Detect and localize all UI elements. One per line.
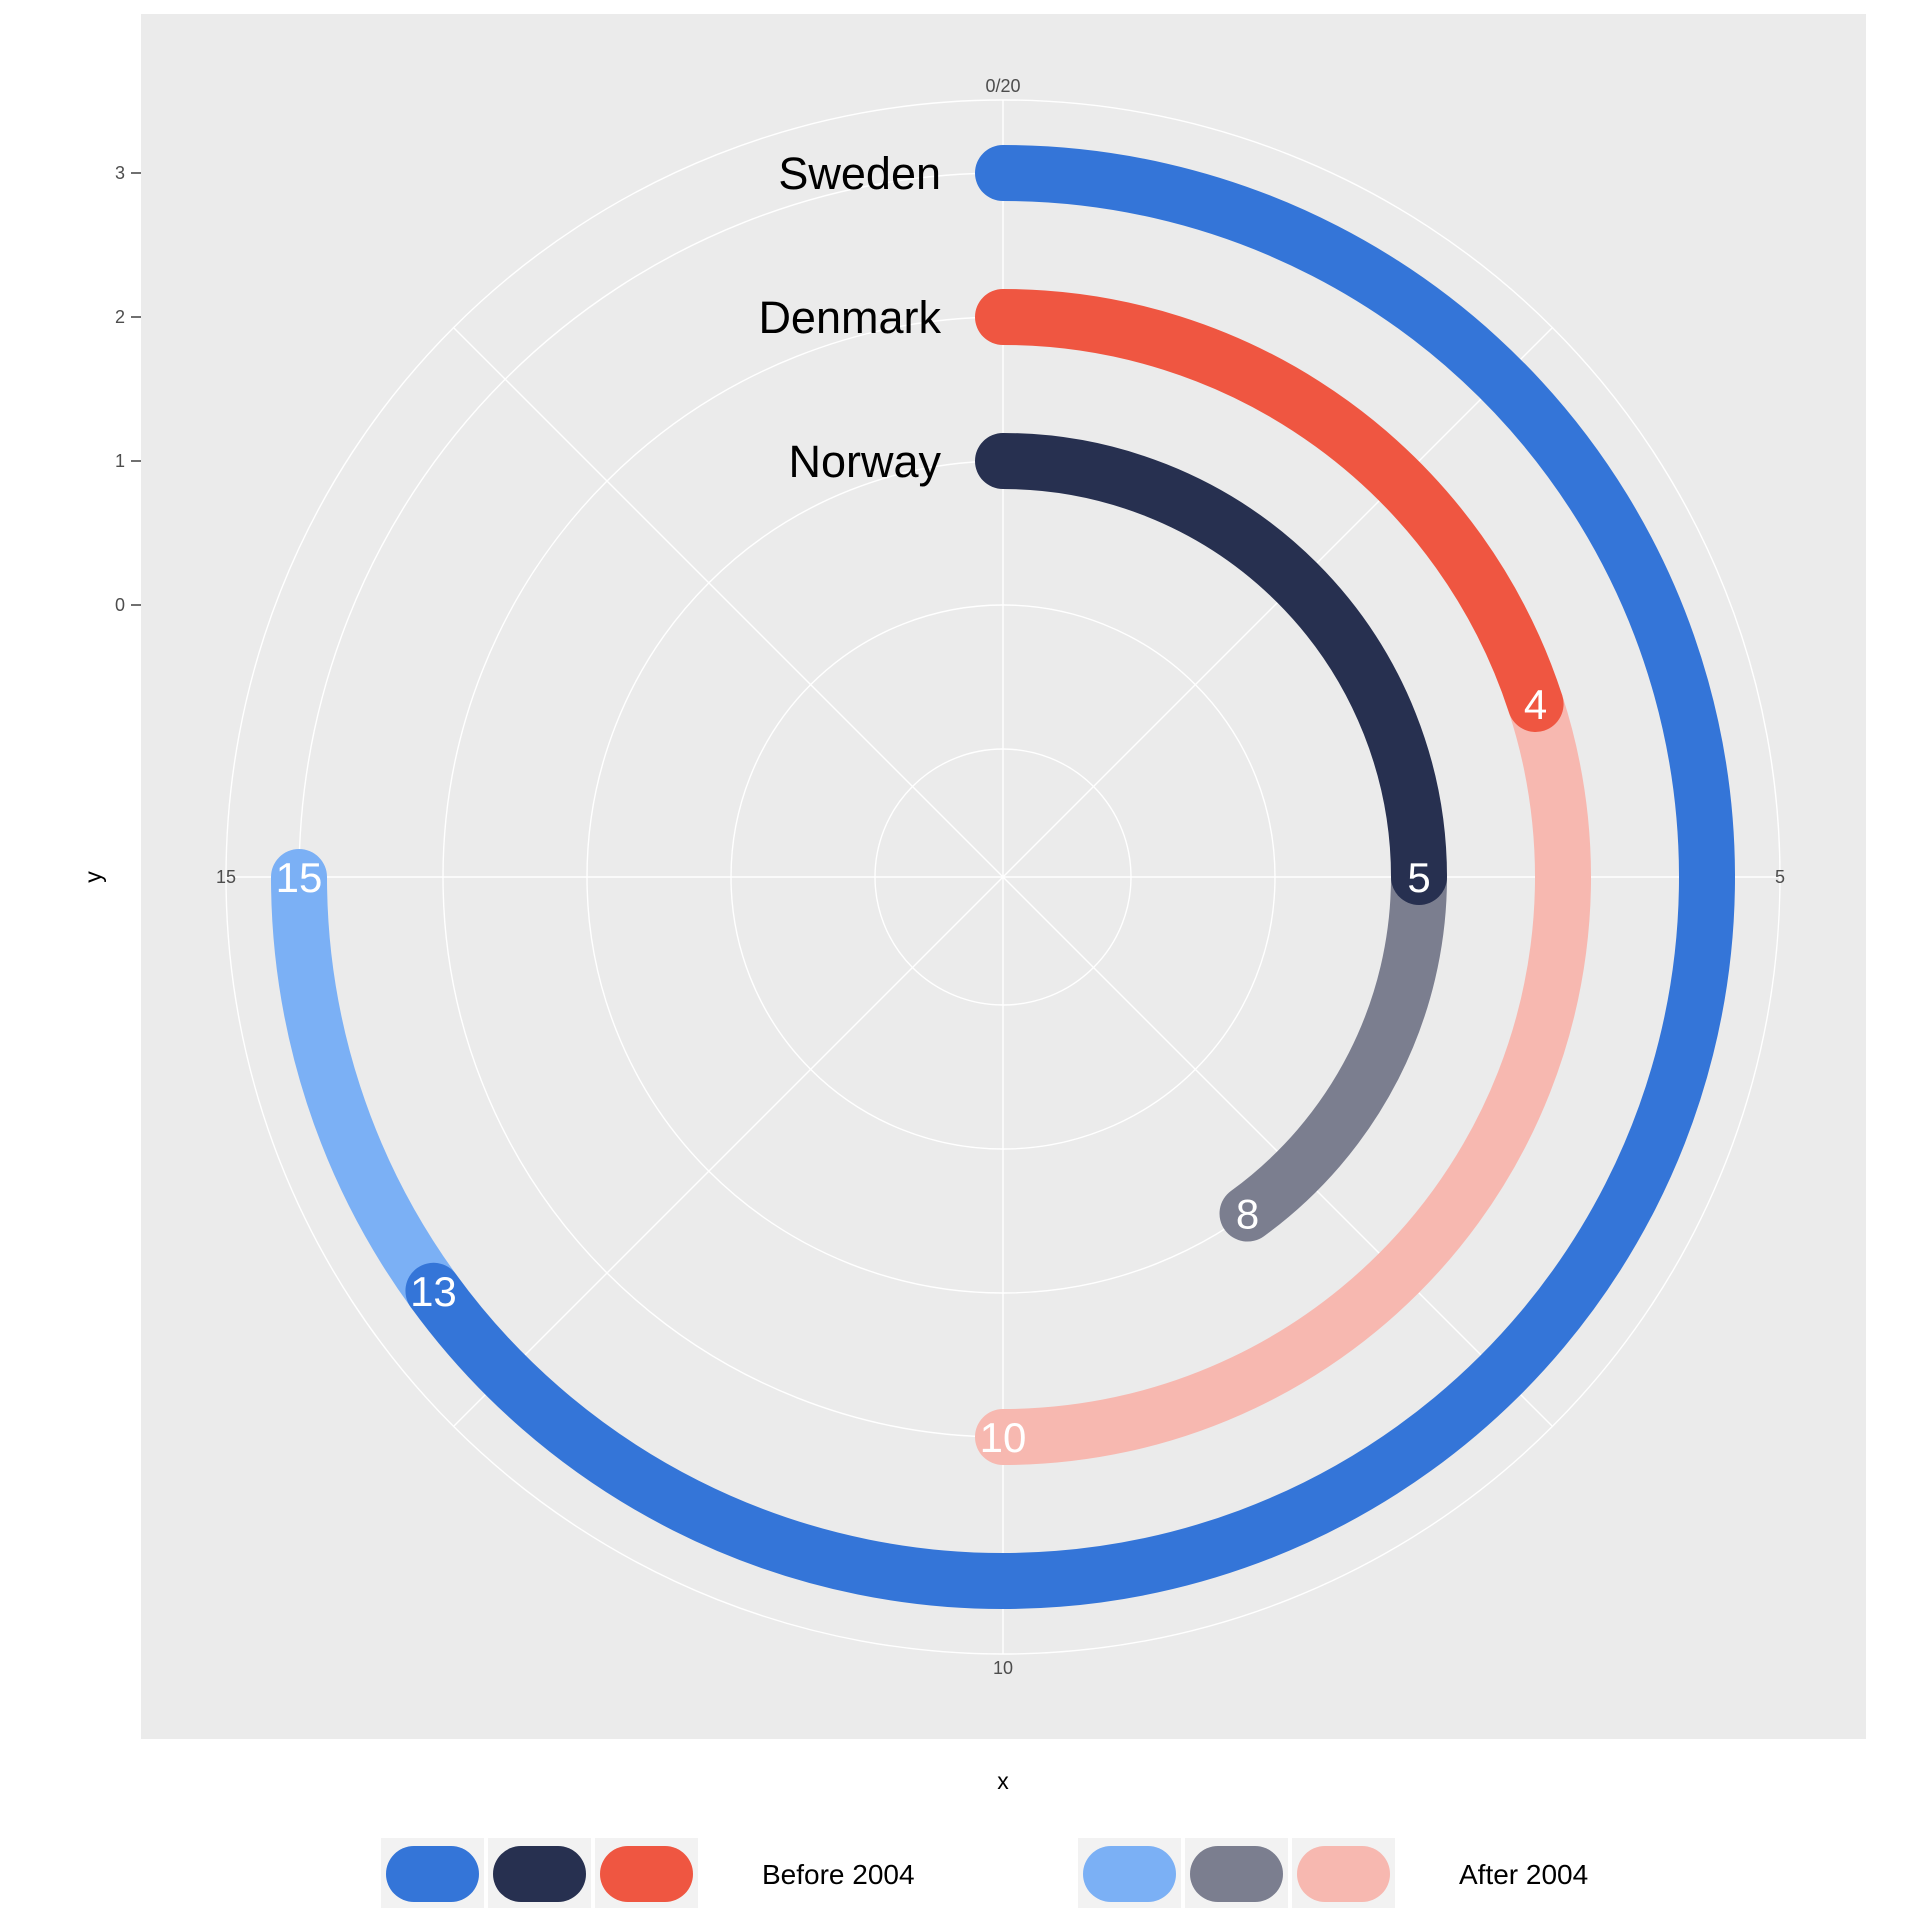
country-label-norway: Norway — [788, 436, 941, 487]
bar-before-denmark — [975, 289, 1564, 732]
legend-label: Before 2004 — [762, 1859, 915, 1890]
legend-swatch — [386, 1846, 479, 1902]
y-tick-label: 2 — [115, 307, 125, 327]
y-tick-label: 1 — [115, 451, 125, 471]
y-tick-label: 0 — [115, 595, 125, 615]
country-labels: Sweden Denmark Norway — [758, 148, 941, 487]
x-axis-ticks: 0/20 5 10 15 — [216, 76, 1785, 1678]
value-label: 13 — [410, 1268, 457, 1315]
value-label: 10 — [980, 1414, 1027, 1461]
bar-after-denmark — [975, 675, 1591, 1465]
bar-after-norway — [1219, 849, 1447, 1242]
legend-swatch — [1297, 1846, 1390, 1902]
bar-before-norway — [975, 433, 1447, 905]
y-tick-label: 3 — [115, 163, 125, 183]
bar-before-sweden — [405, 145, 1735, 1609]
x-axis-title: x — [997, 1768, 1009, 1794]
x-tick-label: 15 — [216, 867, 236, 887]
value-labels: 13 15 4 10 5 8 — [276, 681, 1548, 1461]
x-tick-label: 0/20 — [985, 76, 1020, 96]
grid-spoke-5 — [453, 876, 1004, 1427]
legend-swatch — [600, 1846, 693, 1902]
legend-swatch — [1190, 1846, 1283, 1902]
value-label: 5 — [1407, 854, 1430, 901]
legend: Before 2004 After 2004 — [381, 1838, 1588, 1908]
legend-label: After 2004 — [1459, 1859, 1588, 1890]
x-tick-label: 5 — [1775, 867, 1785, 887]
y-axis: 0 1 2 3 — [115, 163, 141, 615]
y-axis-title: y — [80, 871, 106, 883]
legend-swatch — [493, 1846, 586, 1902]
x-tick-label: 10 — [993, 1658, 1013, 1678]
grid-spoke-7 — [453, 327, 1004, 878]
bars — [271, 145, 1735, 1609]
country-label-denmark: Denmark — [758, 292, 941, 343]
value-label: 15 — [276, 854, 323, 901]
value-label: 8 — [1236, 1191, 1259, 1238]
country-label-sweden: Sweden — [778, 148, 941, 199]
value-label: 4 — [1524, 681, 1547, 728]
legend-swatch — [1083, 1846, 1176, 1902]
bar-after-sweden — [271, 849, 462, 1319]
